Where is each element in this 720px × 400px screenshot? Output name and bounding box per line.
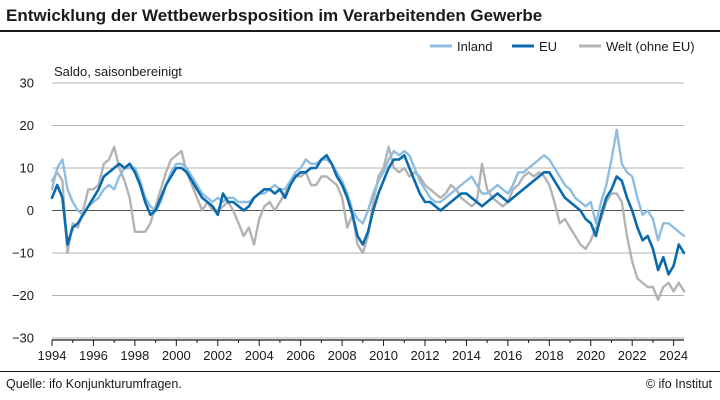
source-note: Quelle: ifo Konjunkturumfragen.: [6, 377, 182, 391]
title-divider: [0, 30, 720, 32]
y-tick-label: −10: [12, 246, 34, 261]
x-tick-label: 2004: [245, 348, 274, 363]
x-tick-label: 2002: [203, 348, 232, 363]
series-line-eu: [50, 154, 686, 276]
series-lines: [50, 128, 686, 301]
legend-label-eu: EU: [539, 39, 557, 54]
x-tick-label: 2024: [659, 348, 688, 363]
copyright-credit: © ifo Institut: [645, 377, 712, 391]
y-tick-label: 10: [20, 161, 34, 176]
series-line-inland: [50, 128, 686, 242]
footer-divider: [0, 371, 720, 372]
x-tick-label: 2018: [535, 348, 564, 363]
x-tick-label: 2000: [162, 348, 191, 363]
x-tick-label: 1996: [79, 348, 108, 363]
legend-label-welt-ohne-eu: Welt (ohne EU): [606, 39, 695, 54]
y-tick-label: −20: [12, 288, 34, 303]
x-tick-label: 2020: [576, 348, 605, 363]
x-tick-label: 1998: [120, 348, 149, 363]
x-tick-label: 2006: [286, 348, 315, 363]
chart-title: Entwicklung der Wettbewerbsposition im V…: [6, 6, 543, 25]
x-tick-label: 2010: [369, 348, 398, 363]
y-tick-label: 30: [20, 76, 34, 91]
x-tick-label: 2016: [493, 348, 522, 363]
x-tick-label: 2012: [411, 348, 440, 363]
chart-legend: Inland EU Welt (ohne EU): [430, 39, 695, 54]
y-axis-ticks: 30 20 10 0 −10 −20 −30: [12, 76, 34, 346]
x-axis-ticks: 1994 1996 1998 2000 2002 2004 2006 2008 2010 2012…: [38, 339, 688, 363]
legend-label-inland: Inland: [457, 39, 492, 54]
x-tick-label: 2022: [618, 348, 647, 363]
y-tick-label: −30: [12, 331, 34, 346]
x-tick-label: 2008: [328, 348, 357, 363]
y-tick-label: 0: [27, 203, 34, 218]
y-axis-label: Saldo, saisonbereinigt: [54, 64, 182, 79]
series-line-welt-ohne-eu: [50, 145, 686, 301]
x-tick-label: 1994: [38, 348, 67, 363]
y-tick-label: 20: [20, 118, 34, 133]
x-tick-label: 2014: [452, 348, 481, 363]
